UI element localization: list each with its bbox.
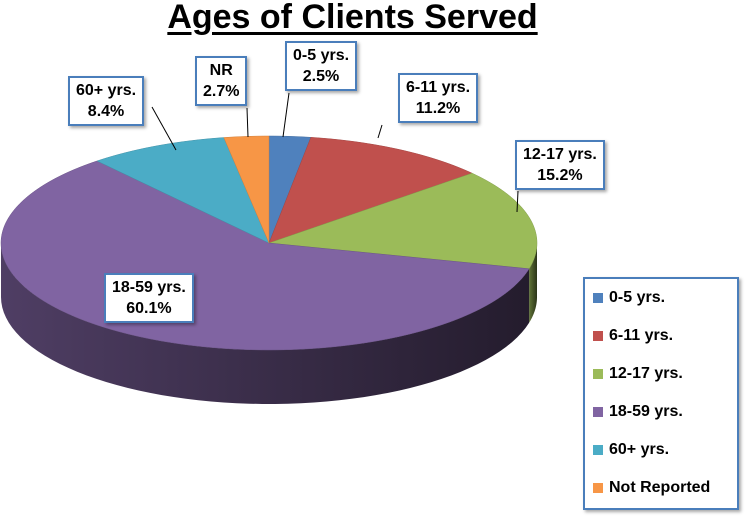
legend-swatch — [593, 483, 603, 493]
data-label-category: 6-11 yrs. — [406, 79, 471, 96]
legend-item-12-17-yrs: 12-17 yrs. — [593, 365, 683, 383]
leader-line — [377, 124, 383, 139]
leader-line — [151, 106, 177, 151]
data-label-category: NR — [209, 62, 233, 79]
data-label-value: 2.7% — [203, 83, 240, 100]
data-label-60-yrs: 60+ yrs. 8.4% — [68, 76, 145, 126]
leader-line — [246, 107, 249, 138]
legend-label: 0-5 yrs. — [609, 289, 666, 306]
chart-title: Ages of Clients Served — [167, 0, 538, 36]
data-label-0-5-yrs: 0-5 yrs. 2.5% — [285, 41, 358, 91]
legend-item-60-yrs: 60+ yrs. — [593, 441, 669, 459]
legend: 0-5 yrs. 6-11 yrs. 12-17 yrs. 18-59 yrs. 60+… — [583, 277, 739, 510]
pie-slice-6-11-yrs — [268, 137, 473, 244]
legend-item-0-5-yrs: 0-5 yrs. — [593, 289, 665, 307]
legend-swatch — [593, 407, 603, 417]
pie-side-12-17-yrs — [529, 243, 537, 323]
legend-swatch — [593, 445, 603, 455]
data-label-value: 15.2% — [537, 167, 583, 184]
legend-item-18-59-yrs: 18-59 yrs. — [593, 403, 683, 421]
leader-line — [282, 92, 290, 138]
data-label-category: 12-17 yrs. — [523, 146, 597, 163]
pie-side-18-59-yrs — [1, 243, 530, 404]
data-label-category: 0-5 yrs. — [293, 47, 350, 64]
legend-label: 18-59 yrs. — [609, 403, 683, 420]
legend-swatch — [593, 331, 603, 341]
data-label-value: 11.2% — [415, 100, 461, 117]
pie-slice-12-17-yrs — [268, 172, 538, 270]
data-label-value: 60.1% — [126, 300, 172, 317]
pie-slice-60-yrs — [96, 137, 270, 244]
legend-label: Not Reported — [609, 479, 711, 496]
legend-label: 60+ yrs. — [609, 441, 670, 458]
legend-item-not-reported: Not Reported — [593, 479, 710, 497]
legend-swatch — [593, 293, 603, 303]
legend-swatch — [593, 369, 603, 379]
data-label-12-17-yrs: 12-17 yrs. 15.2% — [515, 140, 605, 190]
data-label-not-reported: NR 2.7% — [195, 56, 248, 106]
legend-item-6-11-yrs: 6-11 yrs. — [593, 327, 673, 345]
data-label-category: 18-59 yrs. — [112, 279, 186, 296]
data-label-6-11-yrs: 6-11 yrs. 11.2% — [398, 73, 479, 123]
data-label-value: 2.5% — [302, 68, 340, 85]
data-label-value: 8.4% — [87, 103, 125, 120]
data-label-18-59-yrs: 18-59 yrs. 60.1% — [104, 273, 194, 323]
legend-label: 6-11 yrs. — [609, 327, 674, 344]
legend-label: 12-17 yrs. — [609, 365, 683, 382]
pie-slice-not-reported — [223, 135, 270, 244]
leader-line — [516, 190, 519, 213]
data-label-category: 60+ yrs. — [76, 82, 137, 99]
